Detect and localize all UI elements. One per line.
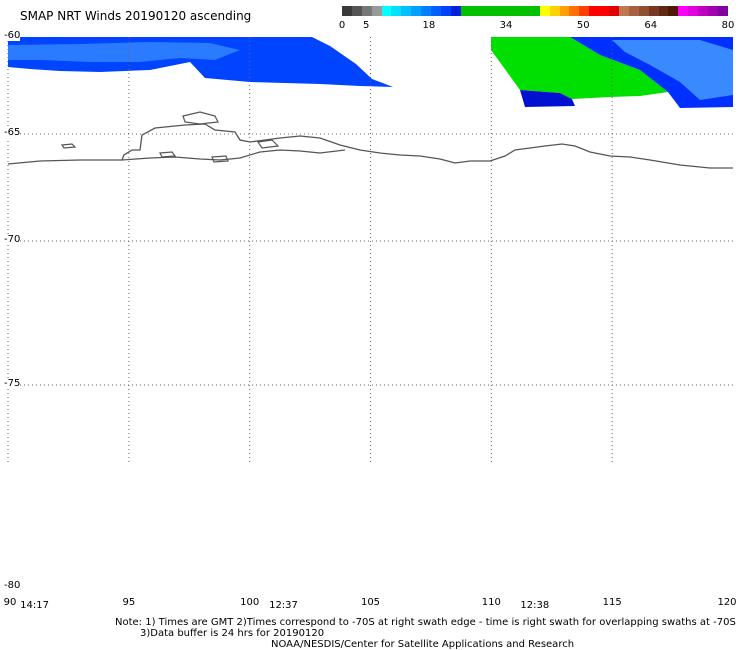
coastline — [7, 123, 733, 169]
island — [211, 155, 229, 163]
colorbar-segment — [688, 6, 699, 16]
colorbar-segment — [460, 6, 471, 16]
colorbar-segment — [371, 6, 382, 16]
longitude-label: 100 — [240, 597, 260, 608]
latitude-label: -80 — [4, 580, 21, 591]
island — [60, 143, 77, 149]
colorbar-segment — [628, 6, 639, 16]
wind-swath-right-green — [491, 37, 668, 99]
colorbar-segment — [500, 6, 511, 16]
wind-swath-left-light — [8, 42, 240, 62]
colorbar-segment — [698, 6, 708, 16]
colorbar-segment — [668, 6, 679, 16]
colorbar-segment — [450, 6, 461, 16]
island — [256, 139, 280, 149]
pass-time-label: 12:38 — [520, 600, 550, 611]
wind-swath-right-darkblue — [520, 90, 575, 107]
map-title: SMAP NRT Winds 20190120 ascending — [20, 9, 252, 23]
colorbar-tick-label: 50 — [576, 20, 590, 31]
colorbar-segment — [717, 6, 728, 16]
latitude-label: -60 — [4, 30, 21, 41]
colorbar-segment — [638, 6, 649, 16]
colorbar-segment — [579, 6, 590, 16]
colorbar-segment — [618, 6, 629, 16]
colorbar-segment — [589, 6, 600, 16]
colorbar-segment — [569, 6, 580, 16]
colorbar-segment — [529, 6, 540, 16]
colorbar-segment — [351, 6, 362, 16]
pass-time-label: 14:17 — [20, 600, 49, 611]
colorbar-segment — [381, 6, 392, 16]
note-line-2: 3)Data buffer is 24 hrs for 20190120 — [140, 628, 325, 639]
colorbar-segment — [559, 6, 570, 16]
colorbar-segment — [440, 6, 451, 16]
colorbar-segment — [549, 6, 560, 16]
latitude-label: -70 — [4, 234, 21, 245]
colorbar-segment — [658, 6, 669, 16]
colorbar-segment — [707, 6, 718, 16]
colorbar-tick-label: 34 — [499, 20, 513, 31]
colorbar-segment — [401, 6, 412, 16]
credit-line: NOAA/NESDIS/Center for Satellite Applica… — [271, 639, 575, 650]
colorbar-segment — [411, 6, 422, 16]
colorbar-segment — [510, 6, 521, 16]
pass-time-label: 12:37 — [269, 600, 298, 611]
colorbar-segment — [678, 6, 689, 16]
colorbar-segment — [421, 6, 432, 16]
colorbar-segment — [480, 6, 491, 16]
longitude-label: 105 — [360, 597, 381, 608]
latitude-label: -65 — [4, 127, 21, 138]
longitude-label: 95 — [122, 597, 136, 608]
colorbar-tick-label: 18 — [422, 20, 436, 31]
colorbar-segment — [470, 6, 481, 16]
coastline-ice-shelf — [121, 149, 346, 161]
longitude-label: 120 — [717, 597, 737, 608]
colorbar-tick-label: 0 — [338, 20, 346, 31]
colorbar-tick-label: 80 — [721, 20, 735, 31]
colorbar-segment — [539, 6, 550, 16]
note-line-1: Note: 1) Times are GMT 2)Times correspon… — [115, 617, 736, 628]
colorbar-segment — [599, 6, 610, 16]
wind-speed-colorbar — [342, 6, 728, 16]
colorbar-segment — [490, 6, 501, 16]
colorbar-segment — [342, 6, 352, 16]
island — [159, 151, 177, 158]
longitude-label: 115 — [602, 597, 622, 608]
colorbar-tick-label: 5 — [362, 20, 370, 31]
colorbar-segment — [648, 6, 659, 16]
colorbar-segment — [609, 6, 619, 16]
graticule — [7, 37, 733, 463]
longitude-label: 90 — [3, 597, 17, 608]
colorbar-segment — [391, 6, 402, 16]
colorbar-segment — [431, 6, 441, 16]
island — [182, 111, 219, 125]
colorbar-tick-label: 64 — [644, 20, 658, 31]
latitude-label: -75 — [4, 378, 21, 389]
wind-swath-right-lightblue — [612, 40, 733, 100]
colorbar-segment — [520, 6, 530, 16]
colorbar-segment — [361, 6, 372, 16]
longitude-label: 110 — [481, 597, 501, 608]
